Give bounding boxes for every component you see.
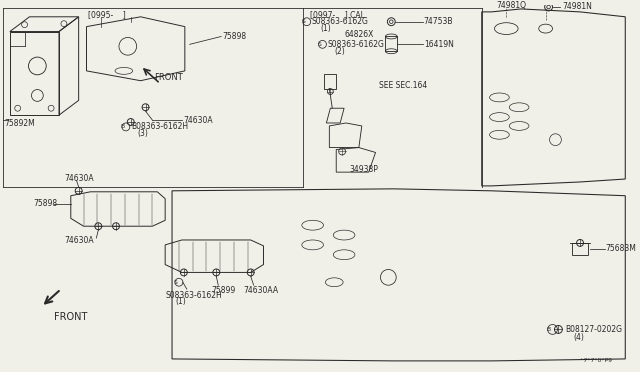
Text: B08127-0202G: B08127-0202G [565, 325, 622, 334]
Text: (3): (3) [138, 129, 148, 138]
Text: 16419N: 16419N [424, 40, 454, 49]
Text: S08363-6162G: S08363-6162G [312, 17, 369, 26]
Text: S: S [317, 42, 321, 47]
Text: FRONT: FRONT [154, 73, 183, 82]
Text: SEE SEC.164: SEE SEC.164 [378, 81, 427, 90]
Text: FRONT: FRONT [54, 312, 88, 322]
Text: (4): (4) [573, 333, 584, 342]
Text: 74630A: 74630A [64, 173, 93, 183]
Text: [0997-    ] CAL: [0997- ] CAL [310, 10, 365, 19]
Text: 74630AA: 74630AA [244, 286, 279, 295]
Text: 74981N: 74981N [563, 3, 592, 12]
Text: 74630A: 74630A [64, 237, 93, 246]
Text: [0995-    ]: [0995- ] [88, 10, 126, 19]
Text: 64826X: 64826X [344, 30, 374, 39]
Text: ^7*7*0*P9: ^7*7*0*P9 [578, 358, 612, 363]
Text: 75898: 75898 [222, 32, 246, 41]
Text: B08363-6162H: B08363-6162H [131, 122, 188, 131]
Text: 34938P: 34938P [349, 165, 378, 174]
Text: B: B [547, 327, 550, 332]
Text: S: S [302, 19, 306, 24]
Text: 74630A: 74630A [183, 116, 212, 125]
Text: (1): (1) [175, 297, 186, 307]
Text: (2): (2) [334, 47, 345, 56]
Text: 74753B: 74753B [424, 17, 453, 26]
Text: S: S [174, 280, 178, 285]
Text: 75683M: 75683M [605, 244, 637, 253]
Text: 75899: 75899 [211, 286, 236, 295]
Text: 75892M: 75892M [4, 119, 35, 128]
Text: (1): (1) [321, 24, 332, 33]
Text: S08363-6162H: S08363-6162H [165, 291, 222, 299]
Text: B: B [121, 124, 125, 129]
Text: S08363-6162G: S08363-6162G [328, 40, 384, 49]
Text: 74981Q: 74981Q [497, 1, 527, 10]
Text: 75898: 75898 [33, 199, 58, 208]
